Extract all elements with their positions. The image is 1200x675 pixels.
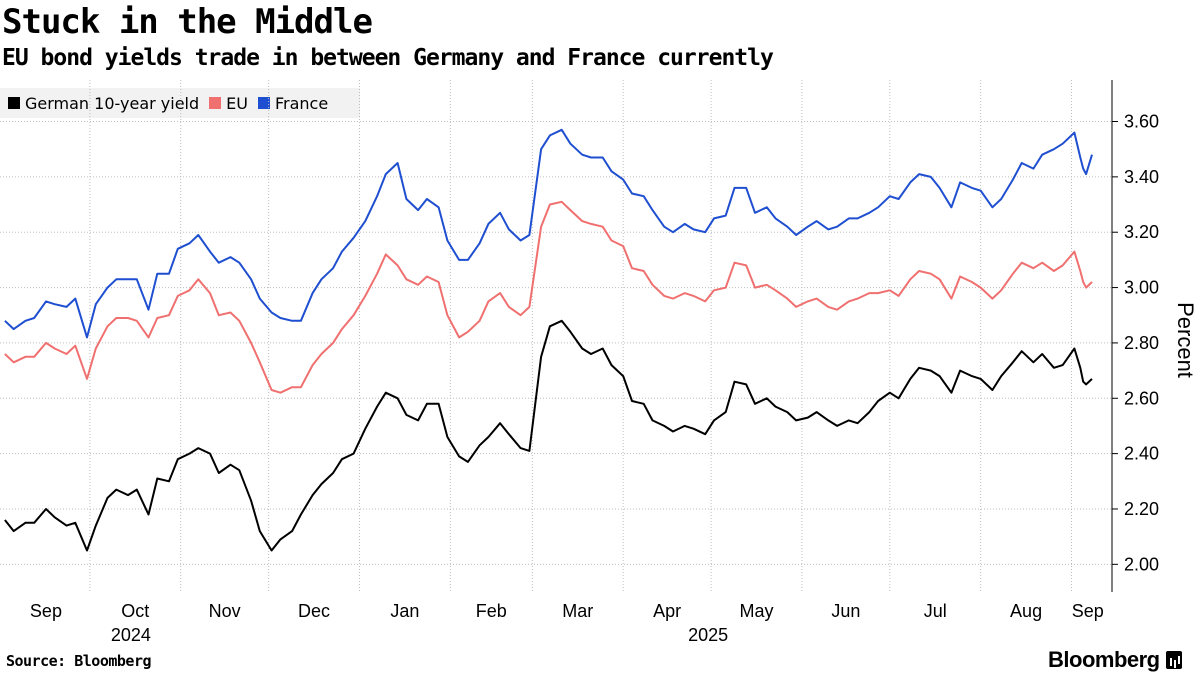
series-lines xyxy=(4,128,1093,552)
gridlines xyxy=(0,80,1112,592)
x-tick-label: Sep xyxy=(30,601,62,621)
x-tick-label: Dec xyxy=(298,601,330,621)
x-tick-label: Oct xyxy=(121,601,149,621)
series-line-france xyxy=(4,128,1093,339)
x-tick-label: Sep xyxy=(1072,601,1104,621)
legend-label-eu: EU xyxy=(226,93,248,113)
x-tick-label: Jul xyxy=(924,601,947,621)
legend-swatch-france xyxy=(257,97,270,109)
legend-item-eu: EU xyxy=(209,94,248,113)
y-tick-label: 3.00 xyxy=(1124,278,1159,298)
source-note: Source: Bloomberg xyxy=(6,652,152,670)
y-tick-label: 2.40 xyxy=(1124,444,1159,464)
x-tick-label: Apr xyxy=(653,601,681,621)
x-year-label: 2024 xyxy=(111,625,151,645)
y-tick-label: 3.20 xyxy=(1124,222,1159,242)
y-axis: 2.00 2.20 2.40 2.60 2.80 3.00 3.20 3.40 3.60 xyxy=(1111,80,1159,592)
legend-swatch-german xyxy=(8,97,20,109)
x-tick-label: Feb xyxy=(476,601,507,621)
x-tick-label: May xyxy=(739,601,773,621)
y-tick-label: 2.20 xyxy=(1124,499,1159,519)
legend-swatch-eu xyxy=(209,97,222,109)
y-tick-label: 2.60 xyxy=(1124,388,1159,408)
x-tick-label: Jan xyxy=(390,601,419,621)
legend-item-german: German 10-year yield xyxy=(8,94,199,113)
series-line-german-10-year-yield xyxy=(4,319,1093,552)
x-tick-label: Mar xyxy=(562,601,593,621)
x-axis: Sep Oct Nov Dec Jan Feb Mar Apr May Jun Jul Aug Sep 2… xyxy=(30,601,1104,645)
y-tick-label: 2.00 xyxy=(1124,554,1159,574)
x-tick-label: Nov xyxy=(209,601,241,621)
x-tick-label: Jun xyxy=(831,601,860,621)
y-tick-label: 3.40 xyxy=(1124,167,1159,187)
chart-subtitle: EU bond yields trade in between Germany … xyxy=(2,45,774,71)
y-axis-label: Percent xyxy=(1173,302,1198,378)
legend-label-france: France xyxy=(274,93,329,113)
brand-name: Bloomberg xyxy=(1048,647,1160,672)
brand-logo: Bloomberg xyxy=(1048,647,1182,673)
bloomberg-logo-icon xyxy=(1165,651,1182,669)
x-year-label: 2025 xyxy=(688,625,728,645)
legend-item-france: France xyxy=(257,93,329,113)
legend-label-german: German 10-year yield xyxy=(25,93,200,113)
x-tick-label: Aug xyxy=(1010,601,1042,621)
series-line-eu xyxy=(4,200,1093,394)
y-tick-label: 2.80 xyxy=(1124,333,1159,353)
legend: German 10-year yield EU France xyxy=(0,88,360,118)
y-tick-label: 3.60 xyxy=(1124,112,1159,132)
chart-title: Stuck in the Middle xyxy=(2,2,373,42)
